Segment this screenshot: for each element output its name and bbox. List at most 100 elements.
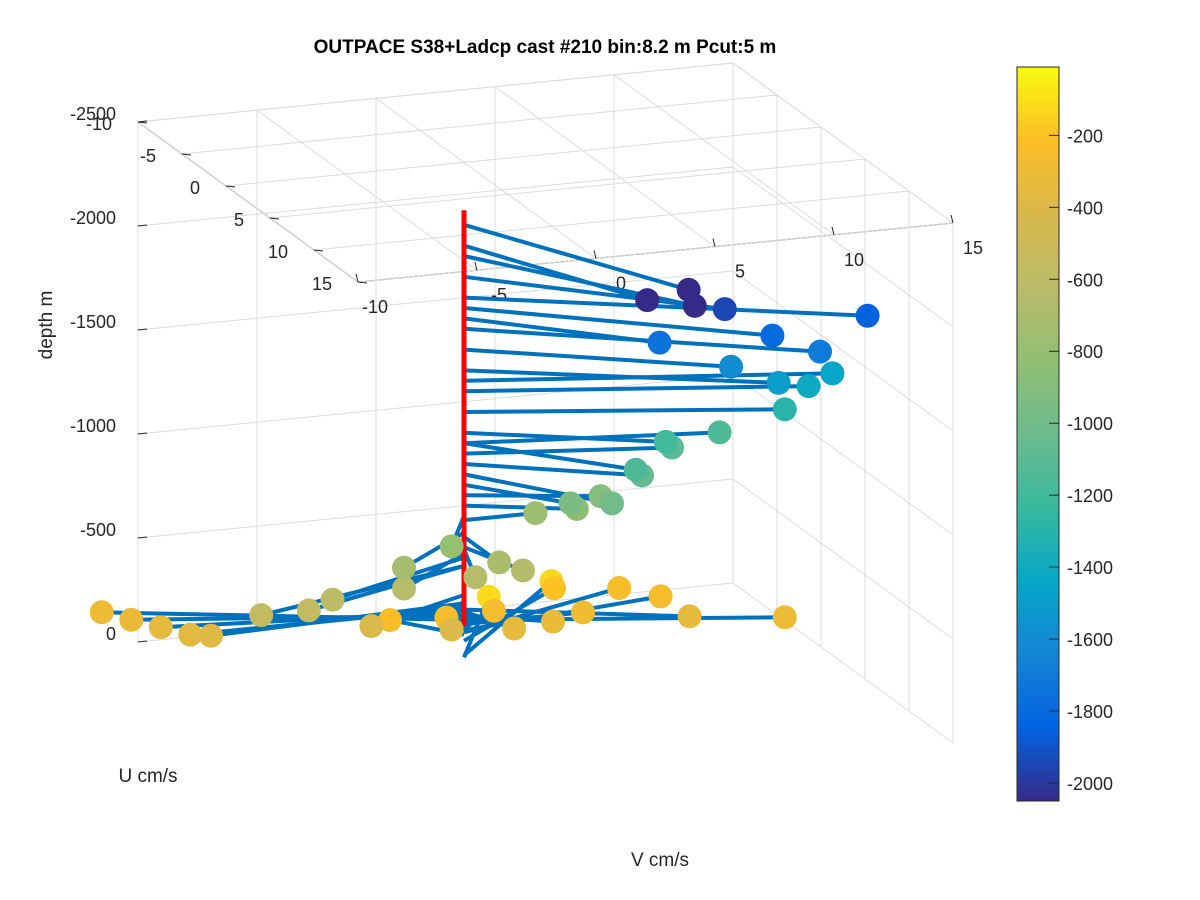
velocity-point bbox=[796, 374, 821, 399]
velocity-point bbox=[772, 605, 797, 630]
velocity-point bbox=[487, 550, 512, 575]
colorbar-tick-label: -1200 bbox=[1067, 486, 1113, 506]
velocity-line bbox=[463, 445, 673, 456]
velocity-point bbox=[296, 598, 321, 623]
velocity-point bbox=[600, 491, 624, 516]
velocity-line bbox=[463, 306, 773, 338]
y-tick-label: 5 bbox=[234, 210, 244, 230]
velocity-point bbox=[392, 555, 416, 580]
grid-line bbox=[137, 374, 734, 435]
colorbar-gradient bbox=[1016, 66, 1060, 802]
velocity-line bbox=[463, 407, 785, 414]
velocity-point bbox=[542, 576, 566, 601]
velocity-point bbox=[760, 323, 785, 348]
velocity-point bbox=[772, 397, 797, 422]
velocity-point bbox=[820, 361, 845, 386]
z-tick-label: -2500 bbox=[70, 104, 116, 124]
velocity-point bbox=[766, 370, 791, 395]
x-tick-mark bbox=[593, 250, 597, 259]
x-tick-mark bbox=[831, 226, 835, 235]
y-axis-label: U cm/s bbox=[118, 766, 177, 787]
z-tick-mark bbox=[137, 640, 148, 643]
velocity-point bbox=[392, 576, 416, 601]
y-tick-mark bbox=[181, 153, 192, 156]
velocity-point bbox=[808, 339, 832, 364]
y-tick-mark bbox=[313, 249, 324, 252]
grid-line bbox=[732, 582, 954, 744]
colorbar-tick-label: -600 bbox=[1067, 270, 1103, 290]
grid-line bbox=[357, 222, 954, 283]
grid-line bbox=[225, 126, 822, 187]
velocity-line bbox=[463, 384, 809, 394]
grid-line bbox=[732, 62, 954, 224]
x-tick-label: 15 bbox=[963, 238, 983, 258]
velocity-point bbox=[148, 615, 173, 640]
grid-line bbox=[732, 478, 954, 640]
velocity-point bbox=[541, 609, 565, 634]
velocity-line bbox=[463, 316, 660, 345]
grid-line bbox=[375, 97, 597, 259]
grid-line bbox=[613, 74, 835, 236]
colorbar: -200 -400 -600 -800 -1000 -1200 -1400 -1600 -180… bbox=[1016, 66, 1113, 802]
x-tick-mark bbox=[355, 273, 359, 283]
velocity-point bbox=[463, 565, 488, 590]
velocity-point bbox=[676, 277, 701, 302]
y-tick-mark bbox=[137, 121, 148, 124]
y-tick-label: 10 bbox=[268, 242, 288, 262]
velocity-point bbox=[855, 303, 880, 328]
velocity-point bbox=[523, 501, 548, 526]
velocity-point bbox=[89, 600, 114, 625]
grid-line bbox=[494, 86, 716, 248]
x-tick-label: 0 bbox=[616, 273, 626, 293]
z-tick-label: 0 bbox=[106, 624, 116, 644]
z-tick-mark bbox=[137, 328, 148, 331]
z-tick-mark bbox=[137, 432, 148, 435]
velocity-line bbox=[463, 482, 571, 506]
colorbar-tick-label: -200 bbox=[1067, 126, 1103, 146]
velocity-point bbox=[482, 598, 506, 623]
velocity-point bbox=[249, 603, 274, 628]
colorbar-tick-label: -800 bbox=[1067, 342, 1103, 362]
velocity-point bbox=[558, 491, 583, 516]
grid-line bbox=[137, 166, 734, 227]
velocity-point bbox=[502, 616, 527, 641]
colorbar-tick-label: -1800 bbox=[1067, 702, 1113, 722]
velocity-line bbox=[463, 368, 779, 385]
velocity-point bbox=[571, 600, 595, 625]
x-tick-label: -10 bbox=[362, 297, 388, 317]
y-tick-label: -5 bbox=[140, 146, 156, 166]
velocity-point bbox=[359, 614, 384, 639]
colorbar-tick-label: -1000 bbox=[1067, 414, 1113, 434]
grid-line bbox=[732, 166, 954, 328]
x-tick-label: -5 bbox=[491, 285, 507, 305]
x-tick-mark bbox=[474, 262, 478, 271]
velocity-point bbox=[320, 587, 345, 612]
velocity-point bbox=[712, 297, 737, 322]
grid-line bbox=[181, 94, 778, 155]
grid-line bbox=[137, 478, 734, 539]
grid-line bbox=[732, 374, 954, 536]
grid-line bbox=[256, 109, 478, 271]
velocity-line bbox=[463, 295, 868, 318]
velocity-line bbox=[463, 462, 643, 478]
velocity-line bbox=[463, 503, 577, 511]
velocity-points bbox=[89, 277, 880, 648]
z-tick-label: -2000 bbox=[70, 208, 116, 228]
colorbar-ticks: -200 -400 -600 -800 -1000 -1200 -1400 -1600 -180… bbox=[1049, 126, 1113, 794]
velocity-line bbox=[463, 347, 732, 369]
y-tick-mark bbox=[225, 185, 236, 188]
y-axis-ticks: -10 -5 0 5 10 15 bbox=[86, 114, 368, 294]
grid-line bbox=[137, 121, 359, 283]
velocity-point bbox=[653, 429, 678, 454]
velocity-point bbox=[607, 576, 632, 600]
velocity-point bbox=[119, 607, 144, 632]
velocity-point bbox=[178, 622, 203, 647]
z-tick-mark bbox=[137, 224, 148, 227]
colorbar-tick-label: -2000 bbox=[1067, 774, 1113, 794]
y-tick-label: 0 bbox=[190, 178, 200, 198]
velocity-line bbox=[463, 222, 690, 292]
y-tick-label: 15 bbox=[312, 274, 332, 294]
z-tick-mark bbox=[137, 536, 148, 539]
z-tick-label: -1500 bbox=[70, 312, 116, 332]
z-tick-label: -500 bbox=[80, 520, 116, 540]
